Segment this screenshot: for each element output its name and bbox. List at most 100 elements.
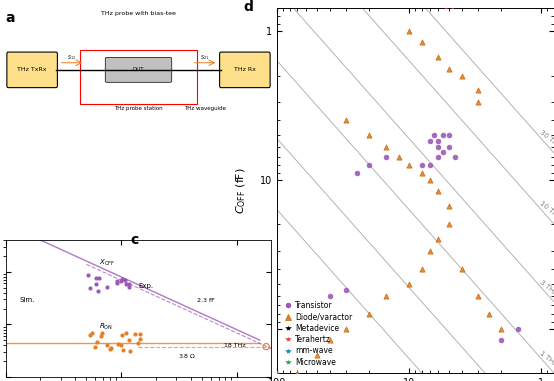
Point bbox=[125, 284, 134, 290]
Point bbox=[122, 330, 131, 336]
Point bbox=[92, 275, 101, 281]
Text: DUT: DUT bbox=[152, 214, 166, 220]
Point bbox=[85, 332, 94, 338]
Point bbox=[439, 132, 448, 138]
Point bbox=[135, 331, 144, 337]
Point bbox=[117, 276, 126, 282]
Point bbox=[418, 170, 427, 176]
Point bbox=[425, 248, 434, 254]
Text: Exp.: Exp. bbox=[138, 283, 153, 289]
Point bbox=[106, 346, 115, 352]
Text: THz Rx: THz Rx bbox=[234, 67, 256, 72]
FancyBboxPatch shape bbox=[219, 52, 270, 88]
Point bbox=[93, 288, 102, 294]
Point bbox=[92, 282, 101, 288]
Point bbox=[394, 154, 403, 160]
Point bbox=[429, 132, 438, 138]
Point bbox=[312, 352, 321, 358]
Point bbox=[124, 281, 133, 287]
FancyBboxPatch shape bbox=[7, 52, 58, 88]
Point bbox=[88, 330, 97, 336]
Point bbox=[381, 293, 390, 299]
Point bbox=[474, 293, 483, 299]
Point bbox=[342, 325, 351, 331]
Text: a: a bbox=[6, 11, 15, 25]
Text: 3 THz: 3 THz bbox=[538, 279, 554, 296]
Point bbox=[117, 332, 126, 338]
Point bbox=[112, 280, 121, 286]
Point bbox=[439, 149, 448, 155]
Point bbox=[103, 342, 112, 348]
Point bbox=[425, 138, 434, 144]
Point bbox=[352, 170, 361, 176]
Point bbox=[381, 144, 390, 150]
Point bbox=[425, 176, 434, 182]
Point bbox=[418, 40, 427, 46]
Point bbox=[404, 281, 413, 287]
Point bbox=[93, 339, 102, 346]
Text: 10 THz: 10 THz bbox=[538, 200, 554, 219]
Point bbox=[418, 162, 427, 168]
Point bbox=[434, 188, 443, 194]
Text: THz probe with bias-tee: THz probe with bias-tee bbox=[101, 11, 176, 16]
Text: DUT: DUT bbox=[133, 67, 144, 72]
Point bbox=[381, 154, 390, 160]
Point bbox=[497, 325, 506, 331]
Point bbox=[261, 344, 270, 350]
Point bbox=[434, 154, 443, 160]
Point bbox=[342, 287, 351, 293]
Point bbox=[484, 311, 493, 317]
Point bbox=[91, 344, 100, 350]
Point bbox=[365, 132, 374, 138]
Text: 1 THz: 1 THz bbox=[538, 350, 554, 367]
Point bbox=[474, 87, 483, 93]
Point bbox=[119, 347, 128, 353]
Text: THz TxRx: THz TxRx bbox=[17, 67, 47, 72]
Point bbox=[98, 330, 106, 336]
Point bbox=[106, 345, 115, 351]
Point bbox=[136, 336, 145, 342]
Text: 3.8 $\Omega$: 3.8 $\Omega$ bbox=[178, 352, 197, 360]
Point bbox=[434, 144, 443, 150]
Point bbox=[95, 275, 104, 281]
Text: $X_{\mathrm{OFF}}$: $X_{\mathrm{OFF}}$ bbox=[99, 258, 115, 268]
Text: Bias-tee: Bias-tee bbox=[19, 134, 47, 140]
Point bbox=[450, 154, 459, 160]
Point bbox=[444, 66, 453, 72]
Text: 30 THz: 30 THz bbox=[538, 129, 554, 149]
Text: b: b bbox=[11, 128, 20, 142]
Point bbox=[103, 284, 112, 290]
Point bbox=[444, 0, 453, 6]
Point bbox=[444, 144, 453, 150]
Point bbox=[325, 337, 334, 343]
Point bbox=[365, 162, 374, 168]
Legend: Transistor, Diode/varactor, Metadevice, Terahertz, mm-wave, Microwave: Transistor, Diode/varactor, Metadevice, … bbox=[281, 298, 356, 370]
Text: $S_{21}$: $S_{21}$ bbox=[201, 53, 209, 62]
Point bbox=[444, 221, 453, 227]
Point bbox=[273, 370, 281, 376]
Point bbox=[418, 266, 427, 272]
Point bbox=[130, 331, 139, 337]
Point bbox=[116, 342, 125, 348]
Y-axis label: $C_{\mathrm{OFF}}$ (fF): $C_{\mathrm{OFF}}$ (fF) bbox=[234, 167, 248, 214]
Point bbox=[134, 340, 143, 346]
Point bbox=[293, 370, 302, 376]
Text: THz probe: THz probe bbox=[192, 214, 227, 220]
Point bbox=[124, 336, 133, 343]
Text: 18 THz: 18 THz bbox=[224, 343, 245, 348]
Point bbox=[122, 282, 131, 288]
Point bbox=[457, 72, 466, 78]
Point bbox=[497, 337, 506, 343]
Text: c: c bbox=[130, 233, 138, 247]
Point bbox=[425, 162, 434, 168]
Text: THz waveguide: THz waveguide bbox=[184, 106, 226, 112]
Point bbox=[434, 236, 443, 242]
Point bbox=[365, 311, 374, 317]
Point bbox=[444, 132, 453, 138]
Point bbox=[434, 54, 443, 60]
Point bbox=[114, 341, 122, 347]
Point bbox=[434, 138, 443, 144]
Text: THz probe station: THz probe station bbox=[114, 106, 163, 112]
Point bbox=[96, 333, 105, 339]
Point bbox=[514, 325, 522, 331]
